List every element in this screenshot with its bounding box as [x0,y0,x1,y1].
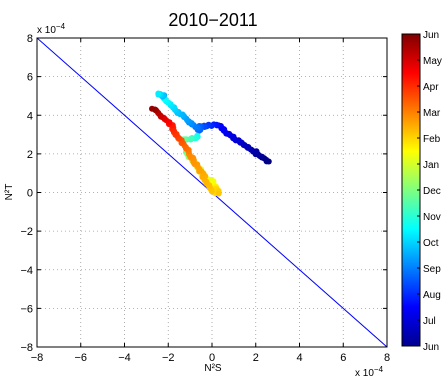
x-exponent-label: x 10−4 [355,365,384,379]
y-tick-label: 6 [27,72,33,84]
x-tick-label: 6 [340,352,346,364]
y-tick-label: 4 [27,110,33,122]
data-point [155,90,162,97]
y-axis-label: N²T [4,184,15,201]
y-tick-label: 8 [27,33,33,45]
colorbar-label: Oct [423,238,439,249]
x-tick-label: 0 [209,352,215,364]
colorbar-label: Jun [423,30,439,41]
tick-marks [36,37,388,348]
y-tick-label: 2 [27,149,33,161]
colorbar-label: Mar [423,108,441,119]
x-axis-label: N²S [204,363,222,374]
y-tick-label: −6 [20,303,33,315]
data-point [149,105,155,112]
x-tick-label: 2 [253,352,259,364]
y-tick-label: −2 [20,226,33,238]
data-points [149,90,272,197]
chart-title: 2010−2011 [168,10,257,30]
colorbar-label: Jan [423,160,439,171]
y-tick-label: −4 [20,265,33,277]
colorbar-labels: Jun Jul Aug Sep Oct Nov Dec Jan Feb Mar Apr May Jun [417,30,442,353]
y-tick-label: 0 [27,188,33,200]
y-exponent-label: x 10−4 [37,22,66,36]
x-tick-label: −6 [74,352,87,364]
colorbar-label: Nov [423,212,441,223]
y-tick-labels: −8 −6 −4 −2 0 2 4 6 8 [20,33,33,354]
x-tick-labels: −8 −6 −4 −2 0 2 4 6 8 [31,352,390,364]
y-tick-label: −8 [20,342,33,354]
x-tick-label: 8 [384,352,390,364]
colorbar-label: Jul [423,316,436,327]
colorbar-label: Sep [423,264,441,275]
x-tick-label: −4 [118,352,131,364]
colorbar-label: Apr [423,82,439,93]
colorbar-label: Feb [423,134,441,145]
x-tick-label: 4 [296,352,302,364]
colorbar-label: May [423,56,442,67]
x-tick-label: −2 [162,352,175,364]
colorbar-label: Jun [423,342,439,353]
x-tick-label: −8 [31,352,44,364]
colorbar-label: Aug [423,290,441,301]
data-point [215,190,222,197]
colorbar-label: Dec [423,186,441,197]
